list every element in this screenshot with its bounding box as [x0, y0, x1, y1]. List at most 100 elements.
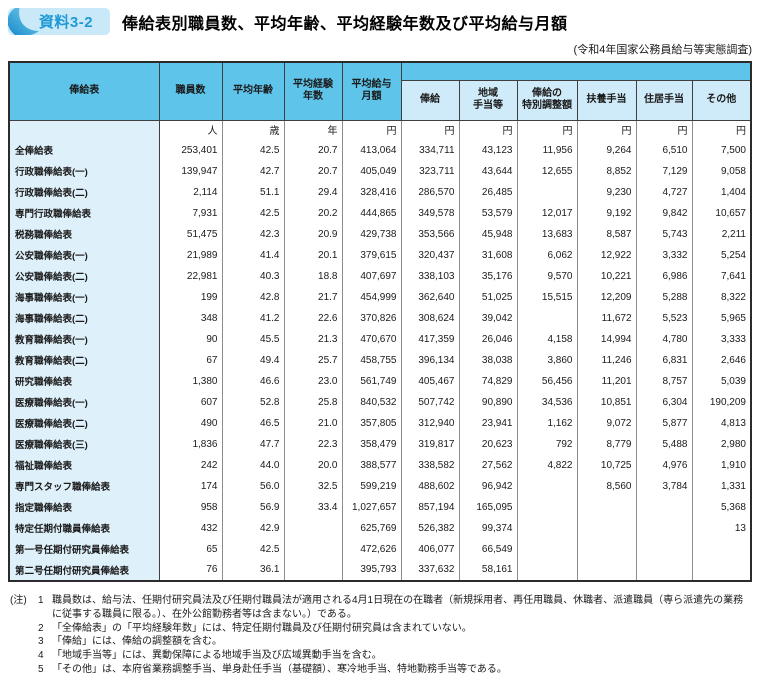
cell-value: 39,042 — [458, 308, 518, 329]
cell-value: 348 — [158, 308, 223, 329]
cell-value: 円 — [458, 120, 518, 140]
cell-value: 26,046 — [458, 329, 518, 350]
cell-value: 328,416 — [341, 182, 402, 203]
cell-value: 5,288 — [635, 287, 693, 308]
cell-value: 3,333 — [691, 329, 752, 350]
cell-value: 76 — [158, 560, 223, 581]
table-body: 人歳年円円円円円円円全俸給表 253,401 42.5 20.7 413,064 334,… — [9, 120, 752, 581]
cell-value: 42.5 — [221, 539, 285, 560]
cell-value: 20.1 — [283, 245, 343, 266]
cell-value: 432 — [158, 518, 223, 539]
row-label: 海事職俸給表(一) — [9, 287, 160, 308]
cell-value: 25.8 — [283, 392, 343, 413]
row-label: 全俸給表 — [9, 140, 160, 161]
cell-value: 41.2 — [221, 308, 285, 329]
row-label: 公安職俸給表(一) — [9, 245, 160, 266]
cell-value: 23.0 — [283, 371, 343, 392]
cell-value: 190,209 — [691, 392, 752, 413]
cell-value: 12,922 — [576, 245, 637, 266]
cell-value: 3,860 — [516, 350, 578, 371]
salary-table: 俸給表 職員数 平均年齢 平均経験 年数 平均給与 月額 俸給 地域 手当等 俸… — [8, 61, 752, 582]
cell-value: 454,999 — [341, 287, 402, 308]
cell-value: 22.3 — [283, 434, 343, 455]
units-row: 人歳年円円円円円円円 — [9, 120, 752, 140]
cell-value: 20,623 — [458, 434, 518, 455]
footnote-item: 2 「全俸給表」の「平均経験年数」には、特定任期付職員及び任期付研究員は含まれてい… — [10, 622, 750, 636]
cell-value: 歳 — [221, 120, 285, 140]
cell-value: 2,211 — [691, 224, 752, 245]
table-row: 専門スタッフ職俸給表 174 56.0 32.5 599,219 488,602 96,94… — [9, 476, 752, 497]
cell-value: 42.5 — [221, 203, 285, 224]
cell-value: 27,562 — [458, 455, 518, 476]
row-label: 専門行政職俸給表 — [9, 203, 160, 224]
cell-value: 9,842 — [635, 203, 693, 224]
row-label — [9, 120, 160, 140]
cell-value: 2,980 — [691, 434, 752, 455]
title-bar: 資料3-2 俸給表別職員数、平均年齢、平均経験年数及び平均給与月額 — [0, 0, 760, 35]
cell-value: 5,039 — [691, 371, 752, 392]
footnote-number: 3 — [38, 636, 44, 648]
cell-value: 51,475 — [158, 224, 223, 245]
cell-value: 2,114 — [158, 182, 223, 203]
row-label: 医療職俸給表(一) — [9, 392, 160, 413]
cell-value: 44.0 — [221, 455, 285, 476]
cell-value: 10,221 — [576, 266, 637, 287]
salary-breakdown-band — [400, 61, 752, 80]
row-label: 専門スタッフ職俸給表 — [9, 476, 160, 497]
cell-value: 円 — [576, 120, 637, 140]
cell-value: 488,602 — [400, 476, 460, 497]
cell-value: 13,683 — [516, 224, 578, 245]
cell-value — [635, 560, 693, 581]
cell-value: 円 — [400, 120, 460, 140]
cell-value: 18.8 — [283, 266, 343, 287]
cell-value: 22.6 — [283, 308, 343, 329]
cell-value: 1,162 — [516, 413, 578, 434]
cell-value: 45,948 — [458, 224, 518, 245]
cell-value: 174 — [158, 476, 223, 497]
cell-value: 407,697 — [341, 266, 402, 287]
cell-value: 958 — [158, 497, 223, 518]
cell-value: 286,570 — [400, 182, 460, 203]
cell-value — [283, 560, 343, 581]
cell-value — [635, 518, 693, 539]
cell-value: 15,515 — [516, 287, 578, 308]
cell-value — [576, 560, 637, 581]
col-header-avg-monthly-salary: 平均給与 月額 — [341, 61, 402, 121]
cell-value: 8,779 — [576, 434, 637, 455]
table-row: 公安職俸給表(一) 21,989 41.4 20.1 379,615 320,437 31,… — [9, 245, 752, 266]
cell-value: 1,331 — [691, 476, 752, 497]
cell-value: 1,404 — [691, 182, 752, 203]
cell-value: 35,176 — [458, 266, 518, 287]
cell-value — [516, 560, 578, 581]
cell-value: 840,532 — [341, 392, 402, 413]
footnote-item: 4 「地域手当等」には、異動保障による地域手当及び広域異動手当を含む。 — [10, 649, 750, 663]
table-row: 指定職俸給表 958 56.9 33.4 1,027,657 857,194 165,095… — [9, 497, 752, 518]
cell-value: 165,095 — [458, 497, 518, 518]
cell-value: 405,049 — [341, 161, 402, 182]
cell-value: 199 — [158, 287, 223, 308]
cell-value: 319,817 — [400, 434, 460, 455]
cell-value: 4,822 — [516, 455, 578, 476]
table-row: 第一号任期付研究員俸給表 65 42.5 472,626 406,077 66,549 — [9, 539, 752, 560]
cell-value: 20.7 — [283, 140, 343, 161]
row-label: 公安職俸給表(二) — [9, 266, 160, 287]
cell-value: 40.3 — [221, 266, 285, 287]
cell-value: 9,192 — [576, 203, 637, 224]
table-row: 行政職俸給表(一) 139,947 42.7 20.7 405,049 323,711 43… — [9, 161, 752, 182]
row-label: 第二号任期付研究員俸給表 — [9, 560, 160, 581]
cell-value — [576, 497, 637, 518]
cell-value: 413,064 — [341, 140, 402, 161]
cell-value: 円 — [341, 120, 402, 140]
cell-value: 11,672 — [576, 308, 637, 329]
cell-value: 338,582 — [400, 455, 460, 476]
cell-value: 405,467 — [400, 371, 460, 392]
footnote-number: 5 — [38, 663, 44, 675]
cell-value: 312,940 — [400, 413, 460, 434]
cell-value: 26,485 — [458, 182, 518, 203]
cell-value: 526,382 — [400, 518, 460, 539]
cell-value: 8,587 — [576, 224, 637, 245]
cell-value: 472,626 — [341, 539, 402, 560]
cell-value — [516, 539, 578, 560]
cell-value: 56.0 — [221, 476, 285, 497]
cell-value: 46.5 — [221, 413, 285, 434]
